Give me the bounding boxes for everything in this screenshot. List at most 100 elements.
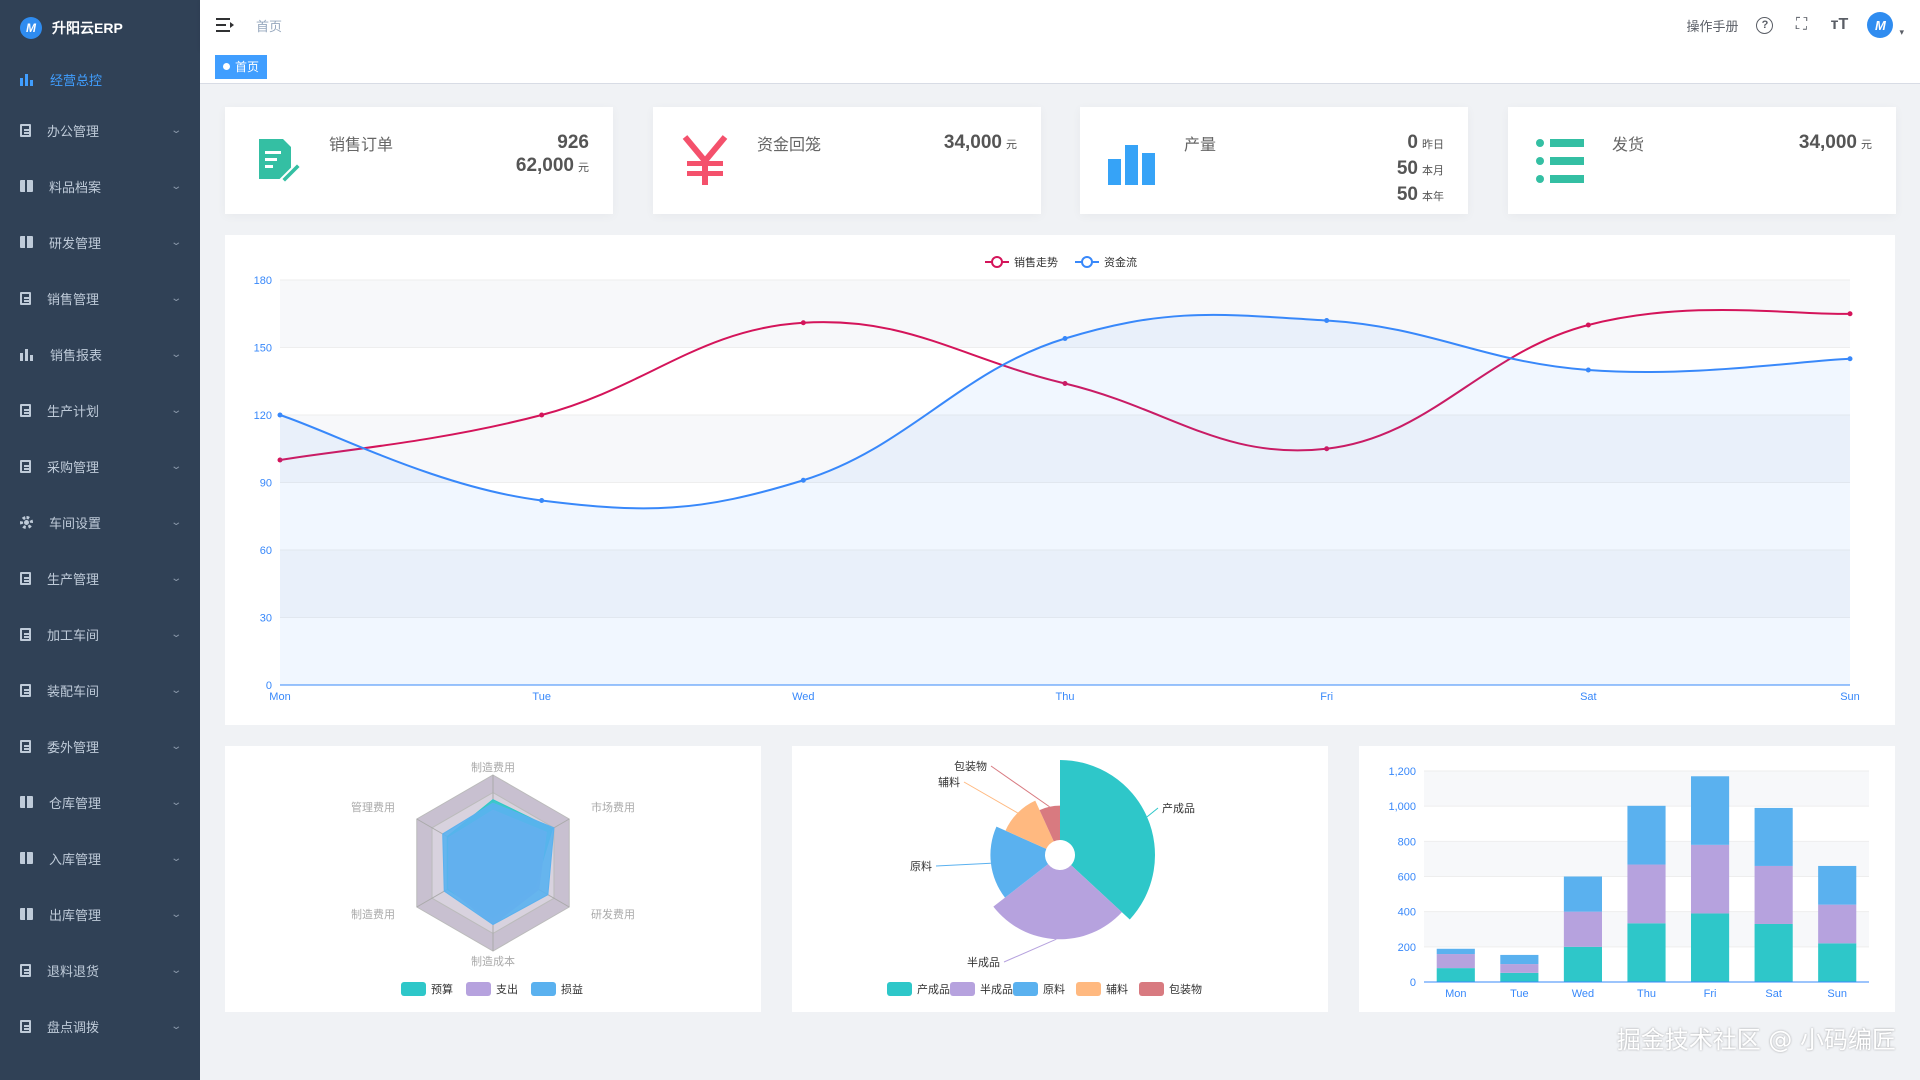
tag-home[interactable]: 首页 xyxy=(215,54,268,79)
radar-indicator-label: 市场费用 xyxy=(591,800,635,814)
chevron-down-icon: ⌄ xyxy=(169,460,182,472)
y-tick-label: 60 xyxy=(260,545,272,557)
sidebar-item[interactable]: 出库管理 ⌄ xyxy=(0,886,200,942)
bar xyxy=(1563,946,1602,982)
x-tick-label: Mon xyxy=(269,691,290,703)
sidebar-item[interactable]: 生产管理 ⌄ xyxy=(0,550,200,606)
stat-unit: 昨日 xyxy=(1422,139,1444,151)
legend-marker xyxy=(401,982,426,996)
avatar[interactable]: M xyxy=(1867,12,1894,38)
yen-icon xyxy=(682,135,728,185)
stat-card-output[interactable]: 产量 0 昨日 50 本月 50 本年 xyxy=(1080,107,1468,214)
bar xyxy=(1818,865,1857,905)
fullscreen-icon[interactable]: ⛶ xyxy=(1795,16,1808,33)
line-chart-panel: 0 30 60 90 120 150 180 Mon Tue Wed Thu Fri Sat Sun 销售走… xyxy=(225,235,1895,725)
sidebar-item[interactable]: 研发管理 ⌄ xyxy=(0,214,200,270)
stat-card-sales-orders[interactable]: 销售订单 926 62,000 元 xyxy=(225,107,613,214)
sidebar-item-label: 办公管理 xyxy=(47,123,100,139)
radar-series-area xyxy=(442,802,555,926)
bar xyxy=(1563,911,1602,947)
pie-label: 半成品 xyxy=(967,955,1000,969)
stat-card-payment-collection[interactable]: 资金回笼 34,000 元 xyxy=(653,107,1041,214)
chevron-down-icon: ⌄ xyxy=(169,796,182,808)
legend-label: 支出 xyxy=(496,982,518,996)
sidebar-item[interactable]: 销售报表 ⌄ xyxy=(0,326,200,382)
stat-value: 62,000 xyxy=(515,155,574,176)
breadcrumb[interactable]: 首页 xyxy=(256,18,283,34)
hamburger-icon[interactable] xyxy=(216,18,234,32)
grid-band xyxy=(1424,771,1869,807)
font-size-icon[interactable]: ᴛT xyxy=(1830,16,1849,33)
chevron-down-icon: ⌄ xyxy=(169,348,182,360)
sidebar-item-label: 加工车间 xyxy=(47,627,100,643)
stat-value: 50 xyxy=(1396,158,1418,179)
stat-title: 产量 xyxy=(1184,137,1217,154)
y-tick-label: 1,000 xyxy=(1388,801,1416,813)
sidebar-item[interactable]: 入库管理 ⌄ xyxy=(0,830,200,886)
book-icon xyxy=(20,908,33,920)
stat-values: 926 62,000 元 xyxy=(516,131,589,180)
chevron-down-icon: ⌄ xyxy=(169,684,182,696)
sidebar-item[interactable]: 生产计划 ⌄ xyxy=(0,382,200,438)
data-point xyxy=(800,320,806,326)
bar xyxy=(1691,776,1730,845)
legend-marker xyxy=(1139,982,1164,996)
sidebar-item[interactable]: 车间设置 ⌄ xyxy=(0,494,200,550)
sidebar-item-label: 入库管理 xyxy=(49,851,102,867)
legend-label: 原料 xyxy=(1043,982,1065,996)
bar xyxy=(1691,913,1730,982)
manual-link[interactable]: 操作手册 xyxy=(1686,18,1739,34)
legend-marker xyxy=(531,982,556,996)
sidebar: M 升阳云ERP 经营总控 办公管理 ⌄ 料品档案 ⌄ 研发管理 ⌄ 销售管理 ⌄ 销售报表 ⌄ 生产… xyxy=(0,0,200,1080)
sidebar-item[interactable]: 销售管理 ⌄ xyxy=(0,270,200,326)
data-point xyxy=(1062,336,1068,341)
line-chart[interactable]: 0 30 60 90 120 150 180 Mon Tue Wed Thu Fri Sat Sun 销售走… xyxy=(225,235,1895,725)
stat-title: 资金回笼 xyxy=(757,137,822,154)
stat-value: 926 xyxy=(557,132,589,153)
sidebar-item-label: 销售管理 xyxy=(47,291,100,307)
bar xyxy=(1818,943,1857,982)
x-tick-label: Tue xyxy=(532,691,551,703)
stat-card-shipping[interactable]: 发货 34,000 元 xyxy=(1508,107,1896,214)
pie-label-line xyxy=(1003,938,1057,963)
x-tick-label: Thu xyxy=(1056,691,1075,703)
radar-indicator-label: 制造成本 xyxy=(471,954,515,968)
sidebar-item[interactable]: 经营总控 xyxy=(0,56,200,102)
sidebar-item[interactable]: 仓库管理 ⌄ xyxy=(0,774,200,830)
sidebar-item[interactable]: 装配车间 ⌄ xyxy=(0,662,200,718)
bar-chart[interactable]: 0 200 400 600 800 1,000 1,200 Mon Tue Wed Thu Fri Sa… xyxy=(1359,746,1895,1012)
document-icon xyxy=(20,403,31,417)
sidebar-item[interactable]: 办公管理 ⌄ xyxy=(0,102,200,158)
stat-unit: 元 xyxy=(1861,139,1872,151)
document-icon xyxy=(20,459,31,473)
sidebar-item[interactable]: 加工车间 ⌄ xyxy=(0,606,200,662)
chevron-down-icon: ⌄ xyxy=(169,852,182,864)
radar-indicator-label: 制造费用 xyxy=(351,907,395,921)
sidebar-item[interactable]: 料品档案 ⌄ xyxy=(0,158,200,214)
sidebar-item[interactable]: 盘点调拨 ⌄ xyxy=(0,998,200,1054)
legend-label: 辅料 xyxy=(1106,982,1128,996)
chevron-down-icon[interactable]: ▾ xyxy=(1899,26,1904,37)
bar xyxy=(1754,923,1793,982)
bar xyxy=(1754,865,1793,924)
y-tick-label: 800 xyxy=(1398,836,1416,848)
sidebar-item[interactable]: 委外管理 ⌄ xyxy=(0,718,200,774)
app-title: 升阳云ERP xyxy=(52,20,123,36)
sidebar-item-label: 采购管理 xyxy=(47,459,100,475)
sidebar-item[interactable]: 采购管理 ⌄ xyxy=(0,438,200,494)
bar-chart-icon xyxy=(20,72,34,86)
stat-title: 发货 xyxy=(1612,137,1645,154)
bar xyxy=(1818,904,1857,944)
sidebar-item[interactable]: 退料退货 ⌄ xyxy=(0,942,200,998)
sidebar-item-label: 料品档案 xyxy=(49,179,102,195)
brand[interactable]: M 升阳云ERP xyxy=(0,0,200,56)
data-point xyxy=(1585,322,1591,328)
legend-marker xyxy=(1076,982,1101,996)
chevron-down-icon: ⌄ xyxy=(169,180,182,192)
pie-label-line xyxy=(963,781,1018,814)
bar xyxy=(1500,954,1539,965)
x-tick-label: Mon xyxy=(1445,988,1466,1000)
help-icon[interactable]: ? xyxy=(1756,16,1774,34)
